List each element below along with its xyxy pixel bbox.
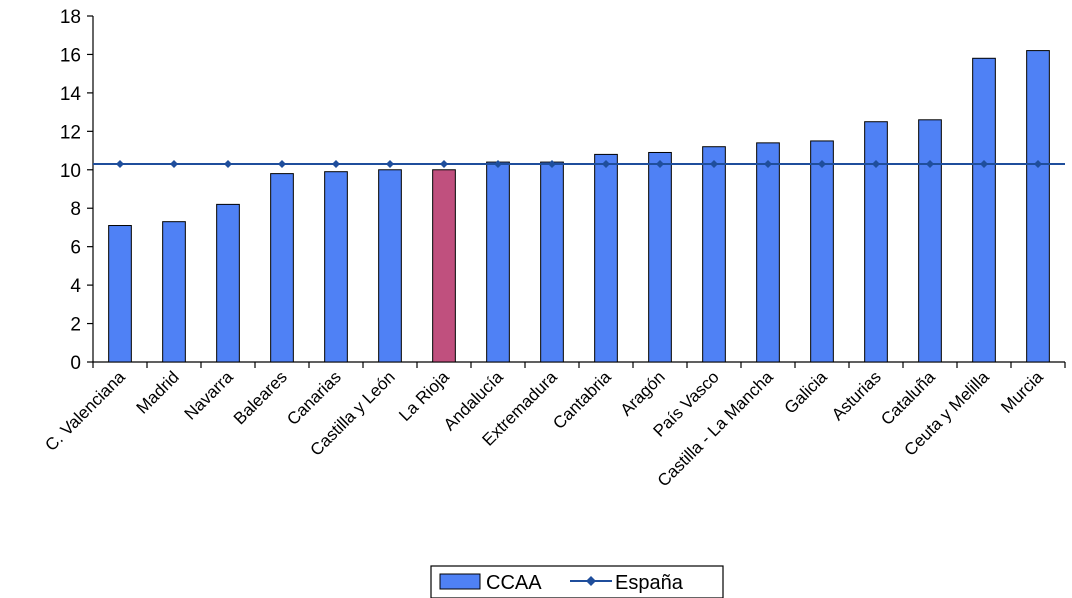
y-tick-label: 2 bbox=[70, 315, 81, 336]
bar bbox=[864, 121, 888, 363]
bar bbox=[918, 119, 942, 363]
line-marker bbox=[170, 160, 178, 169]
line-marker bbox=[548, 160, 556, 169]
plot-area: 0 2 4 6 8 10 12 14 16 18 C. Valenciana MadridNavarr… bbox=[41, 7, 1066, 490]
bar bbox=[324, 171, 348, 363]
x-tick-label: Galicia bbox=[781, 367, 832, 418]
y-tick-label: 14 bbox=[60, 84, 82, 105]
x-tick-label: Aragón bbox=[617, 367, 669, 419]
y-tick-label: 16 bbox=[60, 45, 81, 66]
bar bbox=[378, 169, 402, 363]
y-tick-label: 6 bbox=[70, 238, 81, 259]
x-tick-label: Murcia bbox=[997, 367, 1047, 417]
line-marker bbox=[1034, 160, 1042, 169]
line-marker bbox=[332, 160, 340, 169]
legend-bar-swatch bbox=[439, 573, 481, 590]
legend-label-ccaa: CCAA bbox=[486, 572, 542, 594]
line-marker bbox=[656, 160, 664, 169]
bar bbox=[162, 221, 186, 363]
legend-label-espana: España bbox=[615, 572, 684, 594]
bar bbox=[108, 225, 132, 363]
line-marker bbox=[386, 160, 394, 169]
bar bbox=[702, 146, 726, 363]
line-marker bbox=[764, 160, 772, 169]
bar bbox=[1026, 50, 1050, 363]
x-tick-label: C. Valenciana bbox=[41, 367, 129, 455]
y-tick-label: 4 bbox=[70, 276, 81, 297]
y-tick-label: 10 bbox=[60, 161, 81, 182]
line-marker bbox=[818, 160, 826, 169]
line-marker bbox=[494, 160, 502, 169]
bar bbox=[216, 203, 240, 363]
bar bbox=[540, 161, 564, 363]
legend: CCAA España bbox=[430, 565, 724, 598]
bar bbox=[810, 140, 834, 363]
line-marker bbox=[602, 160, 610, 169]
x-tick-label: Baleares bbox=[230, 367, 291, 428]
y-tick-label: 8 bbox=[70, 199, 81, 220]
y-tick-label: 12 bbox=[60, 122, 81, 143]
line-marker bbox=[116, 160, 124, 169]
bar bbox=[486, 161, 510, 363]
line-marker bbox=[440, 160, 448, 169]
line-marker bbox=[872, 160, 880, 169]
line-marker bbox=[278, 160, 286, 169]
bar bbox=[432, 169, 456, 363]
x-tick-label: Navarra bbox=[181, 367, 238, 424]
line-marker bbox=[710, 160, 718, 169]
bar bbox=[972, 57, 996, 363]
bar bbox=[270, 173, 294, 363]
bar bbox=[756, 142, 780, 363]
line-marker bbox=[926, 160, 934, 169]
line-marker bbox=[224, 160, 232, 169]
x-tick-label: Madrid bbox=[133, 367, 183, 417]
bar bbox=[648, 151, 672, 363]
x-tick-label: Cantabria bbox=[549, 367, 615, 433]
y-tick-label: 0 bbox=[70, 353, 81, 374]
y-tick-label: 18 bbox=[60, 7, 81, 28]
line-marker bbox=[980, 160, 988, 169]
legend-marker bbox=[586, 576, 596, 586]
bar bbox=[594, 153, 618, 363]
